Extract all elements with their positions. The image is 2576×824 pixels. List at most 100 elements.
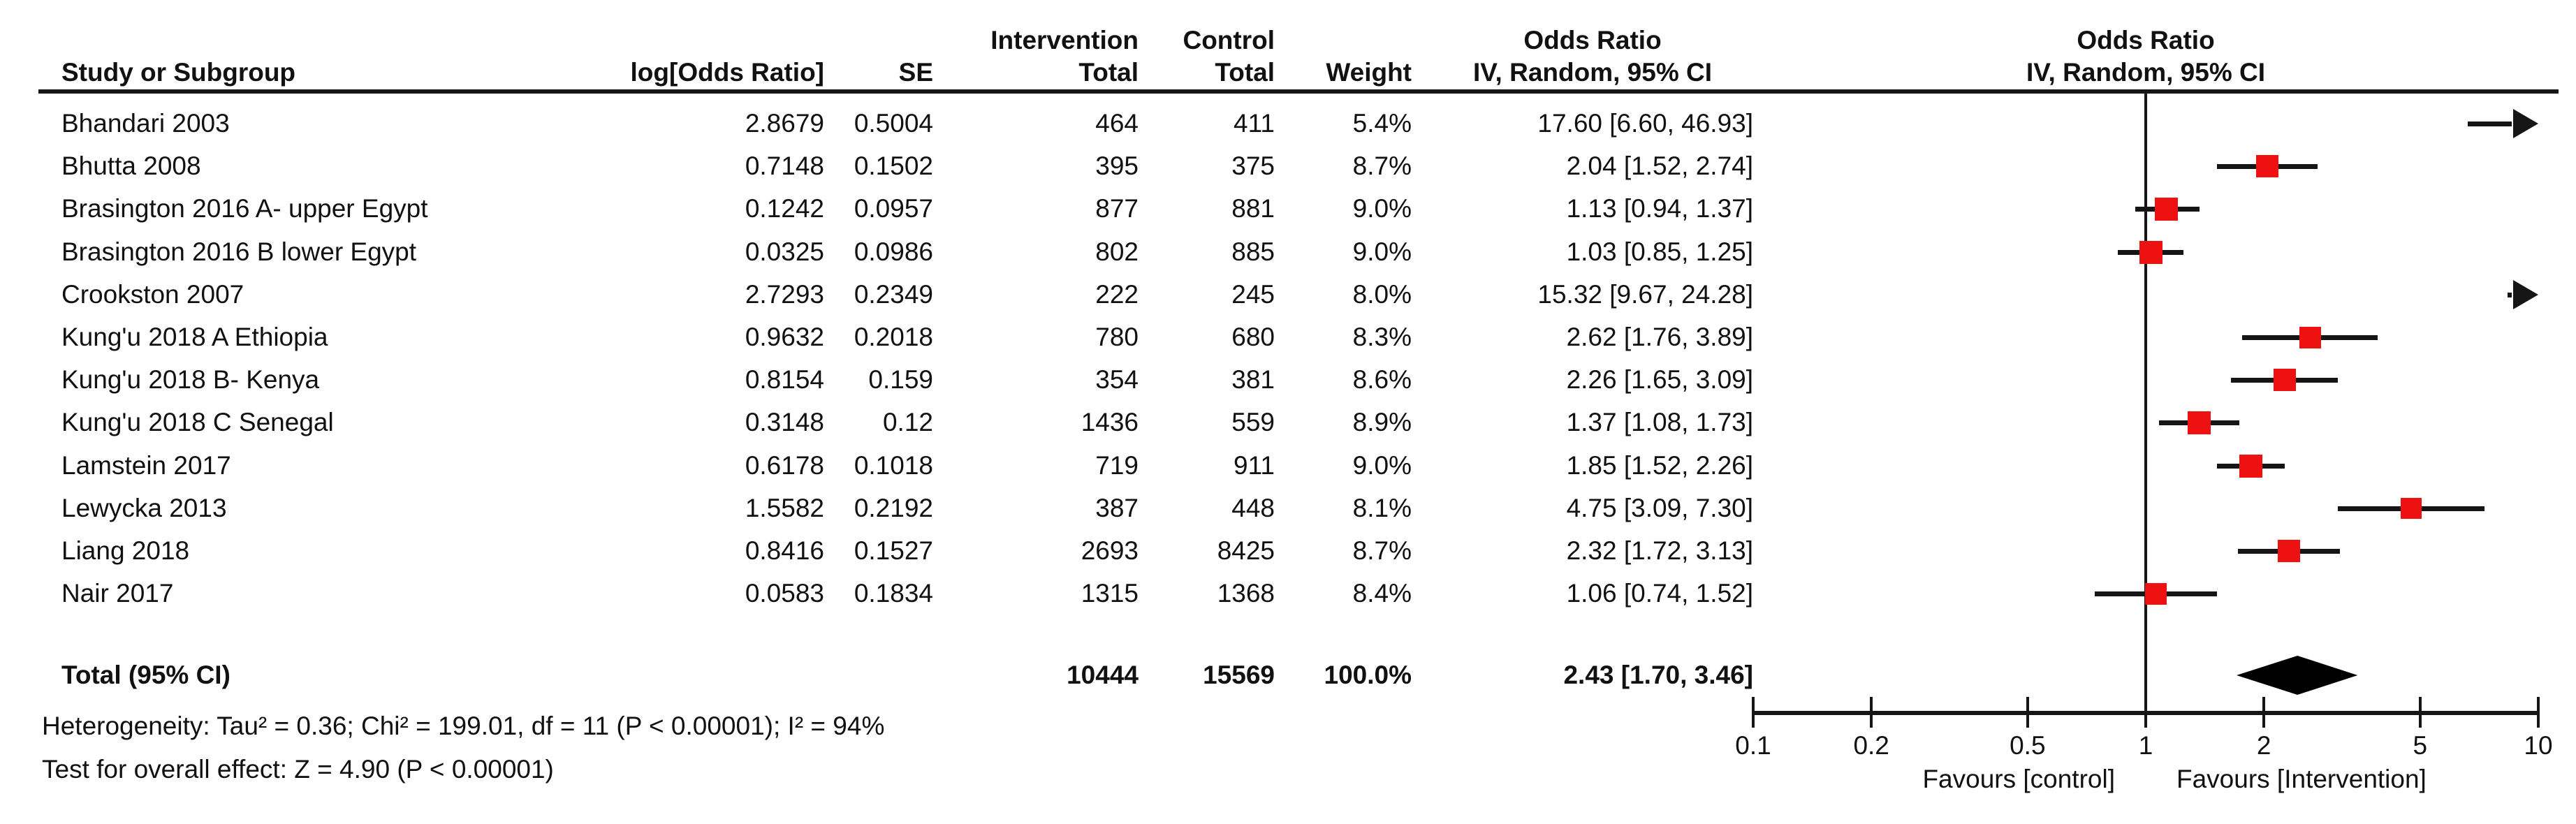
control-total-cell: 381: [1231, 365, 1275, 394]
col-header-study: Study or Subgroup: [61, 58, 296, 87]
axis-tick: [1752, 697, 1755, 728]
weight-cell: 8.0%: [1352, 280, 1412, 309]
study-name-cell: Total (95% CI): [61, 661, 230, 689]
se-cell: 0.2192: [854, 494, 933, 522]
effect-square: [2278, 540, 2301, 562]
control-total-cell: 15569: [1203, 661, 1275, 689]
odds-ratio-ci-cell: 4.75 [3.09, 7.30]: [1566, 494, 1753, 522]
col-header-log-odds-ratio: log[Odds Ratio]: [630, 58, 824, 87]
se-cell: 0.0957: [854, 194, 933, 223]
weight-cell: 8.9%: [1352, 408, 1412, 436]
intervention-total-cell: 395: [1095, 152, 1139, 180]
axis-tick: [1870, 697, 1873, 728]
control-total-cell: 8425: [1217, 536, 1275, 565]
axis-tick-label: 10: [2524, 731, 2553, 760]
col-header-weight: Weight: [1326, 58, 1412, 87]
effect-square: [2256, 155, 2278, 177]
weight-cell: 100.0%: [1324, 661, 1412, 689]
log-odds-ratio-cell: 0.8154: [745, 365, 824, 394]
control-total-cell: 1368: [1217, 579, 1275, 608]
effect-square: [2299, 326, 2321, 348]
intervention-total-cell: 464: [1095, 109, 1139, 138]
odds-ratio-ci-cell: 1.03 [0.85, 1.25]: [1566, 237, 1753, 266]
axis-tick: [2144, 697, 2147, 728]
header-rule: [38, 89, 2559, 94]
control-total-cell: 881: [1231, 194, 1275, 223]
axis-tick: [2026, 697, 2029, 728]
study-name-cell: Brasington 2016 B lower Egypt: [61, 237, 417, 266]
weight-cell: 8.4%: [1352, 579, 1412, 608]
study-name-cell: Lamstein 2017: [61, 451, 231, 480]
effect-square: [2239, 454, 2262, 478]
study-name-cell: Kung'u 2018 C Senegal: [61, 408, 334, 436]
col-header-total-intervention: Total: [1078, 58, 1139, 87]
odds-ratio-ci-cell: 1.85 [1.52, 2.26]: [1566, 451, 1753, 480]
plot-header-odds-ratio: Odds Ratio: [2077, 26, 2215, 54]
odds-ratio-ci-cell: 15.32 [9.67, 24.28]: [1537, 280, 1753, 309]
log-odds-ratio-cell: 0.0583: [745, 579, 824, 608]
effect-square: [2155, 197, 2179, 221]
weight-cell: 8.7%: [1352, 152, 1412, 180]
intervention-total-cell: 222: [1095, 280, 1139, 309]
intervention-total-cell: 1315: [1081, 579, 1139, 608]
ci-line: [2508, 293, 2512, 297]
col-header-total-control: Total: [1215, 58, 1275, 87]
odds-ratio-ci-cell: 1.37 [1.08, 1.73]: [1566, 408, 1753, 436]
weight-cell: 9.0%: [1352, 194, 1412, 223]
weight-cell: 8.7%: [1352, 536, 1412, 565]
effect-square: [2139, 240, 2162, 264]
axis-tick: [2537, 697, 2540, 728]
favours-left-label: Favours [control]: [1922, 765, 2115, 793]
heterogeneity-note: Heterogeneity: Tau² = 0.36; Chi² = 199.0…: [42, 712, 885, 740]
log-odds-ratio-cell: 0.9632: [745, 323, 824, 351]
log-odds-ratio-cell: 2.8679: [745, 109, 824, 138]
axis-tick: [2418, 697, 2422, 728]
se-cell: 0.2018: [854, 323, 933, 351]
col-header-iv-random-left: IV, Random, 95% CI: [1472, 58, 1713, 87]
plot-header-iv-random: IV, Random, 95% CI: [2026, 58, 2266, 87]
odds-ratio-ci-cell: 1.13 [0.94, 1.37]: [1566, 194, 1753, 223]
intervention-total-cell: 1436: [1081, 408, 1139, 436]
effect-square: [2144, 582, 2167, 605]
study-name-cell: Kung'u 2018 A Ethiopia: [61, 323, 328, 351]
weight-cell: 5.4%: [1352, 109, 1412, 138]
study-name-cell: Crookston 2007: [61, 280, 244, 309]
se-cell: 0.2349: [854, 280, 933, 309]
odds-ratio-ci-cell: 1.06 [0.74, 1.52]: [1566, 579, 1753, 608]
control-total-cell: 375: [1231, 152, 1275, 180]
axis-tick-label: 0.2: [1853, 731, 1889, 760]
weight-cell: 9.0%: [1352, 237, 1412, 266]
log-odds-ratio-cell: 0.6178: [745, 451, 824, 480]
intervention-total-cell: 10444: [1067, 661, 1139, 689]
se-cell: 0.1502: [854, 152, 933, 180]
study-name-cell: Bhandari 2003: [61, 109, 230, 138]
intervention-total-cell: 877: [1095, 194, 1139, 223]
axis-tick-label: 1: [2138, 731, 2153, 760]
effect-square: [2188, 411, 2211, 434]
study-name-cell: Liang 2018: [61, 536, 190, 565]
control-total-cell: 680: [1231, 323, 1275, 351]
arrow-right-icon: [2513, 109, 2538, 138]
study-name-cell: Nair 2017: [61, 579, 174, 608]
log-odds-ratio-cell: 0.0325: [745, 237, 824, 266]
log-odds-ratio-cell: 0.7148: [745, 152, 824, 180]
log-odds-ratio-cell: 0.8416: [745, 536, 824, 565]
axis-tick-label: 0.1: [1735, 731, 1771, 760]
log-odds-ratio-cell: 2.7293: [745, 280, 824, 309]
weight-cell: 8.3%: [1352, 323, 1412, 351]
axis-tick: [2262, 697, 2266, 728]
intervention-total-cell: 2693: [1081, 536, 1139, 565]
arrow-right-icon: [2513, 280, 2538, 309]
control-total-cell: 885: [1231, 237, 1275, 266]
intervention-total-cell: 719: [1095, 451, 1139, 480]
axis-tick-label: 5: [2413, 731, 2428, 760]
se-cell: 0.1018: [854, 451, 933, 480]
se-cell: 0.5004: [854, 109, 933, 138]
study-name-cell: Bhutta 2008: [61, 152, 201, 180]
control-total-cell: 411: [1234, 109, 1275, 138]
se-cell: 0.1834: [854, 579, 933, 608]
col-header-odds-ratio-left: Odds Ratio: [1523, 26, 1662, 54]
odds-ratio-ci-cell: 2.26 [1.65, 3.09]: [1566, 365, 1753, 394]
intervention-total-cell: 354: [1095, 365, 1139, 394]
